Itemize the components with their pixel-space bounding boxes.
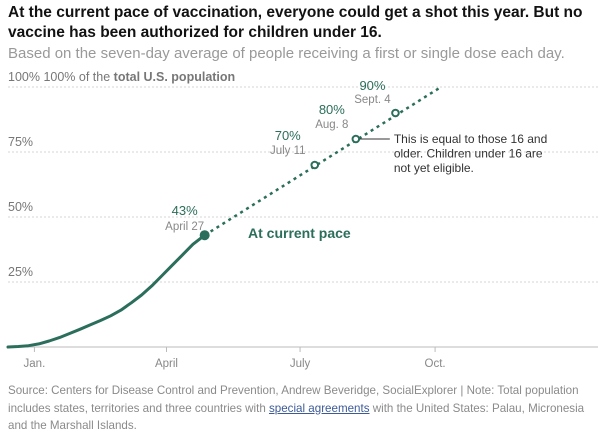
annotation-line: This is equal to those 16 and: [394, 132, 547, 146]
y-tick-label: 75%: [8, 135, 33, 149]
milestone-percent-label: 70%: [275, 128, 301, 143]
annotation-text: This is equal to those 16 and older. Chil…: [394, 132, 547, 175]
milestone-date-label: April 27: [165, 221, 204, 233]
milestone-point: [391, 108, 400, 118]
y-axis-label-bold: total U.S. population: [114, 70, 236, 84]
milestones: 43% April 27 70% July 11 80% Aug. 8 90%Sept. 4: [165, 78, 400, 241]
series-label: At current pace: [248, 225, 351, 241]
milestone-date-label: Sept. 4: [354, 94, 391, 106]
y-axis: 100% 100% of the total U.S. population: [8, 70, 235, 84]
milestone-percent-label: 90%: [359, 78, 385, 93]
x-tick-label: Oct.: [425, 358, 446, 370]
y-tick-label: 50%: [8, 200, 33, 214]
annotation-line: older. Children under 16 are: [394, 147, 543, 161]
vaccination-line-chart: 75% 50% 25% 100% 100% of the total U.S. po…: [6, 70, 598, 370]
milestone-percent-label: 80%: [319, 102, 345, 117]
annotations: This is equal to those 16 and older. Chil…: [359, 132, 547, 175]
series-line-projection: [204, 85, 442, 237]
x-tick-label: Jan.: [24, 358, 46, 370]
y-tick-label: 25%: [8, 265, 33, 279]
x-tick-label: July: [290, 358, 311, 370]
milestone-date-label: Aug. 8: [315, 119, 348, 131]
x-axis: Jan. April July Oct.: [8, 346, 598, 370]
milestone-point: [351, 134, 361, 144]
special-agreements-link[interactable]: special agreements: [268, 401, 370, 415]
milestone-point: [199, 230, 210, 241]
milestone-date-label: July 11: [270, 145, 306, 157]
x-tick-label: April: [155, 358, 178, 370]
chart-subtitle: Based on the seven-day average of people…: [8, 45, 565, 62]
source-text-end: with the United States: Palau, Micronesi…: [8, 401, 585, 433]
gridlines: 75% 50% 25%: [8, 86, 598, 283]
series: At current pace: [6, 85, 442, 349]
milestone-percent-label: 43%: [172, 203, 198, 218]
y-tick-label: 100%: [8, 70, 43, 84]
source-note: Source: Centers for Disease Control and …: [8, 382, 593, 435]
series-line-actual: [6, 233, 207, 349]
y-axis-label-prefix: 100% of the: [43, 70, 113, 84]
annotation-line: not yet eligible.: [394, 161, 474, 175]
chart-title: At the current pace of vaccination, ever…: [8, 4, 583, 41]
y-axis-label: 100% 100% of the total U.S. population: [8, 70, 235, 84]
source-text: Source: Centers for Disease Control and …: [8, 384, 579, 415]
milestone-point: [310, 160, 320, 170]
